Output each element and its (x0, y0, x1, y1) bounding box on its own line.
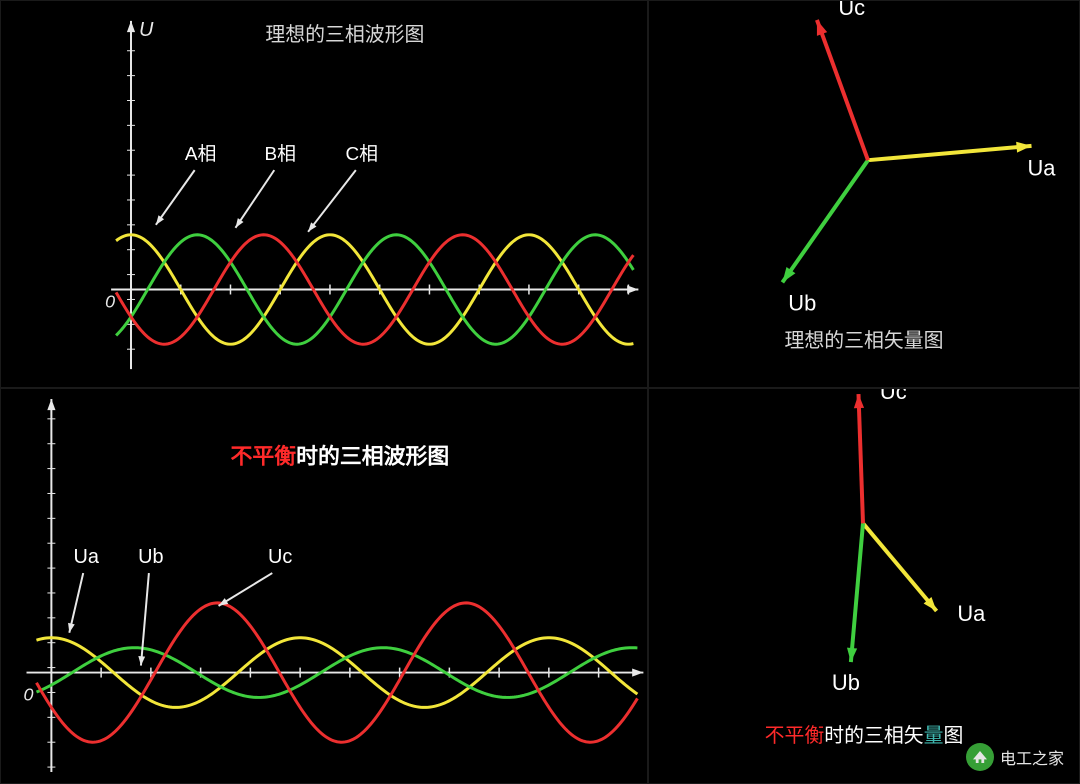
svg-text:Uc: Uc (838, 1, 865, 20)
ideal-vector-chart: Ua Ub Uc 理想的三相矢量图 (649, 1, 1079, 387)
ideal-wave-chart: U 0 理想的三相波形图 A相 B相 C相 (1, 1, 647, 387)
svg-text:不平衡时的三相矢量图: 不平衡时的三相矢量图 (765, 725, 964, 747)
svg-text:0: 0 (105, 291, 115, 311)
svg-text:Uc: Uc (268, 546, 292, 568)
ideal-vector-panel: Ua Ub Uc 理想的三相矢量图 (648, 0, 1080, 388)
ideal-wave-panel: U 0 理想的三相波形图 A相 B相 C相 (0, 0, 648, 388)
svg-text:Uc: Uc (880, 389, 907, 404)
svg-text:Ua: Ua (73, 546, 99, 568)
unbalanced-wave-chart: 0 不平衡时的三相波形图 Ua Ub Uc (1, 389, 647, 783)
svg-text:U: U (139, 19, 154, 41)
unbalanced-vector-chart: Ua Ub Uc 不平衡时的三相矢量图 (649, 389, 1079, 783)
svg-text:Ua: Ua (957, 601, 986, 626)
svg-text:不平衡时的三相波形图: 不平衡时的三相波形图 (231, 444, 450, 469)
svg-text:A相: A相 (185, 143, 217, 165)
svg-text:C相: C相 (346, 143, 379, 165)
svg-text:Ub: Ub (138, 546, 163, 568)
svg-text:0: 0 (24, 684, 34, 704)
svg-text:B相: B相 (264, 143, 296, 165)
wechat-logo-icon (966, 743, 994, 771)
svg-text:Ua: Ua (1027, 156, 1056, 181)
unbalanced-vector-panel: Ua Ub Uc 不平衡时的三相矢量图 电工之家 (648, 388, 1080, 784)
watermark: 电工之家 (966, 743, 1064, 771)
svg-text:Ub: Ub (788, 290, 816, 315)
svg-text:理想的三相矢量图: 理想的三相矢量图 (784, 330, 943, 352)
unbalanced-wave-panel: 0 不平衡时的三相波形图 Ua Ub Uc (0, 388, 648, 784)
svg-text:理想的三相波形图: 理想的三相波形图 (265, 24, 424, 46)
watermark-text: 电工之家 (1000, 745, 1064, 769)
svg-text:Ub: Ub (832, 670, 860, 695)
